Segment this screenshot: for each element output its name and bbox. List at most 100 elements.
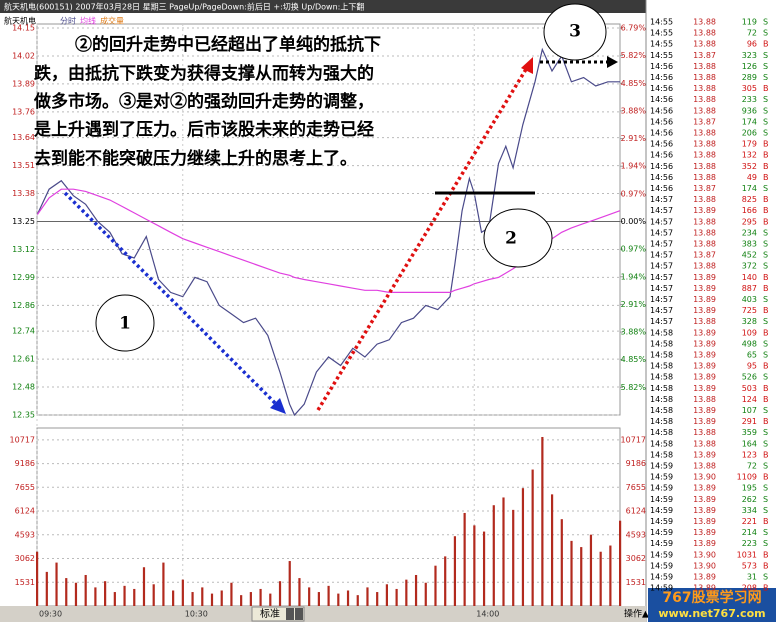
trade-time: 14:58	[650, 417, 673, 426]
trade-time: 14:56	[650, 151, 673, 160]
volume-bar	[609, 545, 612, 606]
trade-volume: 291	[742, 417, 757, 426]
trade-volume: 887	[742, 284, 757, 293]
trade-side: S	[763, 29, 768, 38]
volume-bar	[191, 592, 194, 606]
trade-volume: 233	[742, 95, 757, 104]
header-title: 航天机电(600151) 2007年03月28日 星期三 PageUp/Page…	[4, 2, 364, 12]
trade-side: B	[763, 395, 769, 404]
trade-time: 14:57	[650, 262, 673, 271]
y-tick-label: 4593	[15, 530, 35, 539]
toolbar-button-label[interactable]: 标准	[260, 608, 280, 620]
y-tick-label: 1531	[15, 578, 35, 587]
y-tick-label: 13.12	[12, 245, 35, 254]
trade-side: S	[763, 295, 768, 304]
trade-side: S	[763, 495, 768, 504]
trade-side: S	[763, 539, 768, 548]
trade-side: S	[763, 462, 768, 471]
trade-side: S	[763, 73, 768, 82]
trade-volume: 262	[742, 495, 757, 504]
trade-side: S	[763, 439, 768, 448]
trade-side: S	[763, 228, 768, 237]
trade-price: 13.88	[693, 140, 716, 149]
y2-tick-label: 5.82%	[621, 51, 647, 60]
volume-bar	[230, 582, 233, 606]
menu-button[interactable]: 操作▲	[624, 608, 649, 620]
trade-side: B	[763, 284, 769, 293]
trade-side: S	[763, 251, 768, 260]
marker: 2	[505, 229, 517, 249]
trade-price: 13.89	[693, 295, 716, 304]
y2-tick-label: 0.97%	[621, 245, 647, 254]
trade-time: 14:55	[650, 29, 673, 38]
trade-volume: 1109	[737, 473, 757, 482]
trade-side: S	[763, 484, 768, 493]
trade-time: 14:58	[650, 428, 673, 437]
trade-time: 14:57	[650, 240, 673, 249]
trade-price: 13.88	[693, 18, 716, 27]
y2-tick-label: 10717	[621, 435, 646, 444]
trade-time: 14:58	[650, 406, 673, 415]
trade-time: 14:59	[650, 550, 673, 559]
arrow-head	[270, 398, 286, 414]
toolbar-icon[interactable]	[295, 608, 303, 620]
y-tick-label: 10717	[10, 435, 35, 444]
trade-volume: 96	[747, 40, 757, 49]
trade-volume: 725	[742, 306, 757, 315]
trade-time: 14:59	[650, 473, 673, 482]
volume-bar	[123, 585, 126, 606]
volume-bar	[104, 581, 107, 606]
trade-side: S	[763, 129, 768, 138]
trade-price: 13.89	[693, 362, 716, 371]
trade-side: S	[763, 339, 768, 348]
trade-side: B	[763, 473, 769, 482]
volume-bar	[181, 579, 184, 606]
trade-volume: 140	[742, 273, 757, 282]
trade-side: S	[763, 106, 768, 115]
trade-volume: 323	[742, 51, 757, 60]
volume-bar	[434, 565, 437, 606]
trade-side: B	[763, 306, 769, 315]
y-tick-label: 14.15	[12, 24, 35, 33]
trade-side: S	[763, 240, 768, 249]
y2-tick-label: 0.97%	[621, 189, 647, 198]
trade-price: 13.89	[693, 450, 716, 459]
trade-side: S	[763, 95, 768, 104]
trade-price: 13.88	[693, 428, 716, 437]
volume-bar	[65, 578, 68, 606]
trade-volume: 119	[742, 18, 757, 27]
volume-bar	[249, 592, 252, 606]
y-tick-label: 12.99	[12, 273, 35, 282]
trade-price: 13.88	[693, 195, 716, 204]
down-arrow	[63, 191, 282, 410]
volume-bar	[278, 581, 282, 606]
trade-volume: 179	[742, 140, 757, 149]
trade-side: B	[763, 140, 769, 149]
trade-price: 13.88	[693, 462, 716, 471]
trade-time: 14:56	[650, 129, 673, 138]
trade-volume: 334	[742, 506, 757, 515]
trade-price: 13.87	[693, 51, 716, 60]
volume-bar	[317, 592, 320, 606]
trade-time: 14:59	[650, 573, 673, 582]
marker-circle	[543, 3, 607, 61]
trade-price: 13.87	[693, 251, 716, 260]
volume-bar	[356, 595, 359, 606]
volume-bar	[220, 590, 223, 606]
up-arrow	[316, 65, 530, 411]
trade-volume: 234	[742, 228, 757, 237]
trade-side: B	[763, 84, 769, 93]
trade-side: B	[763, 550, 769, 559]
annotation-line: 做多市场。③是对②的强劲回升走势的调整，	[33, 91, 374, 112]
trade-time: 14:56	[650, 62, 673, 71]
trade-side: B	[763, 384, 769, 393]
toolbar-icon[interactable]	[286, 608, 294, 620]
trade-price: 13.89	[693, 373, 716, 382]
volume-bar	[531, 469, 534, 606]
trade-time: 14:58	[650, 439, 673, 448]
trade-volume: 123	[742, 450, 757, 459]
volume-bar	[210, 593, 214, 606]
trade-price: 13.88	[693, 395, 716, 404]
series-line	[36, 47, 620, 417]
y-tick-label: 9186	[15, 459, 35, 468]
